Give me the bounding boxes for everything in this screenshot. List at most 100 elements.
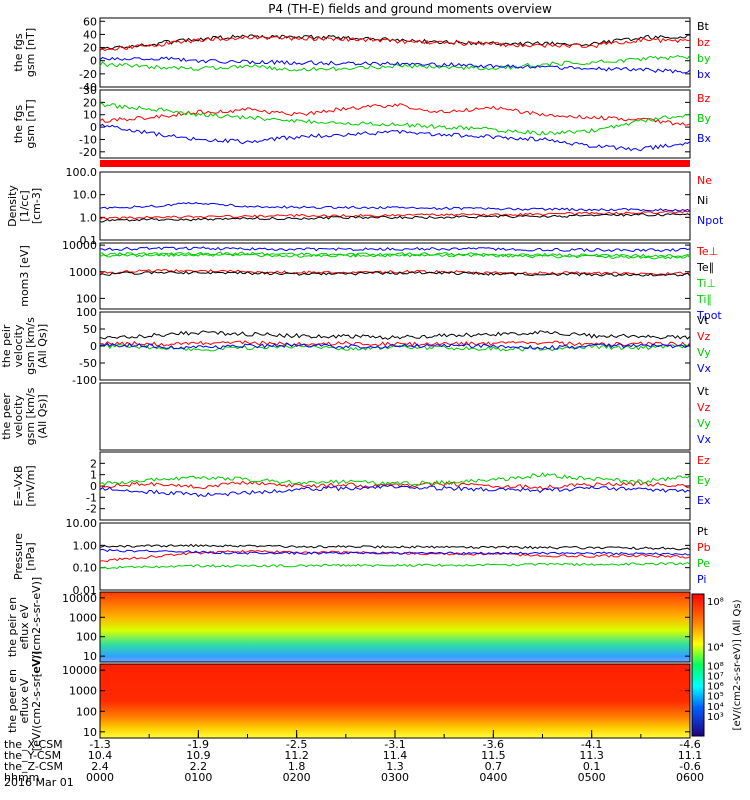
colorbar-tick-label: 10⁴ bbox=[707, 702, 724, 713]
series-line-Ne bbox=[99, 210, 691, 220]
y-tick-label: -2 bbox=[86, 503, 97, 516]
legend-bz: bz bbox=[697, 36, 710, 49]
panel-frame bbox=[99, 451, 691, 521]
y-tick-label: 100 bbox=[76, 306, 97, 319]
x-row-label: the_Y-CSM bbox=[4, 749, 61, 762]
legend-Bx: Bx bbox=[697, 132, 712, 145]
x-tick-label: -0.6 bbox=[679, 760, 700, 773]
y-axis-label: mom3 [eV] bbox=[18, 245, 31, 307]
panel-frame bbox=[99, 242, 691, 310]
legend-Ex: Ex bbox=[697, 494, 711, 507]
panel-efield: 210-1-2 E=-VxB[mV/m] Ez Ey Ex bbox=[12, 451, 711, 521]
legend-Vx: Vx bbox=[697, 433, 712, 446]
x-tick-label: 10.9 bbox=[186, 749, 211, 762]
panel-frame bbox=[99, 522, 691, 591]
x-tick-label: 0300 bbox=[381, 771, 409, 784]
flag-bar bbox=[100, 160, 690, 167]
series-line-Vt bbox=[99, 330, 691, 340]
colorbar-tick-label: 10³ bbox=[707, 712, 724, 723]
panel-frame bbox=[99, 17, 691, 88]
y-tick-label: 0 bbox=[90, 121, 97, 134]
series-line-Te∥ bbox=[99, 270, 691, 277]
y-tick-label: 100.0 bbox=[66, 166, 98, 179]
y-tick-label: 2 bbox=[90, 457, 97, 470]
y-tick-label: 1.00 bbox=[73, 539, 98, 552]
legend-By: By bbox=[697, 112, 712, 125]
y-tick-label: 0 bbox=[90, 55, 97, 68]
colorbar-tick-label: 10⁴ bbox=[707, 643, 724, 654]
y-tick-label: 10 bbox=[83, 650, 97, 663]
colorbar-label: [eV/(cm2-s-sr-eV)] (All Qs) bbox=[732, 599, 743, 730]
x-tick-label: -3.6 bbox=[483, 738, 504, 751]
panel-mom: 10000 1000 100 mom3 [eV] Te⊥ Te∥ Ti⊥ Ti∥ Tpot bbox=[18, 239, 722, 322]
y-tick-label: 50 bbox=[83, 323, 97, 336]
legend-bx: bx bbox=[697, 68, 711, 81]
x-tick-label: -4.1 bbox=[581, 738, 602, 751]
y-tick-label: 100 bbox=[76, 631, 97, 644]
spectrogram-peer_eflux: 10000 1000 100 10 the peer eneflux eV[eV/(cm… bbox=[6, 651, 691, 751]
x-tick-label: 11.5 bbox=[481, 749, 506, 762]
y-tick-label: -50 bbox=[79, 357, 97, 370]
panel-frame bbox=[99, 171, 691, 241]
legend-Vt: Vt bbox=[697, 314, 710, 327]
panel-peer: the peervelocitygsm [km/s(All Qs)] Vt Vz Vy… bbox=[0, 382, 712, 451]
y-axis-label: E=-VxB[mV/m] bbox=[12, 465, 37, 506]
series-line-Vx bbox=[99, 342, 691, 350]
x-tick-label: 11.2 bbox=[284, 749, 309, 762]
series-line-Bz bbox=[99, 103, 691, 126]
x-tick-label: 11.4 bbox=[383, 749, 408, 762]
legend-Npot: Npot bbox=[697, 214, 724, 227]
series-line-By bbox=[99, 102, 691, 136]
series-line-Pb bbox=[99, 549, 691, 563]
legend-Pt: Pt bbox=[697, 525, 709, 538]
x-tick-label: 0.1 bbox=[583, 760, 601, 773]
date-label: 2016 Mar 01 bbox=[4, 776, 74, 789]
y-tick-label: 0 bbox=[90, 340, 97, 353]
y-tick-label: -20 bbox=[79, 146, 97, 159]
x-row-label: the_X-CSM bbox=[4, 738, 63, 751]
series-line-Pt bbox=[99, 543, 691, 551]
colorbar-tick-label: 10⁵ bbox=[707, 692, 724, 703]
y-tick-label: 1000 bbox=[69, 611, 97, 624]
y-tick-label: 1.0 bbox=[80, 211, 98, 224]
y-tick-label: 0.10 bbox=[73, 562, 98, 575]
x-tick-label: 11.1 bbox=[678, 749, 703, 762]
y-tick-label: 0.1 bbox=[80, 234, 98, 247]
colorbar-tick-label: 10⁷ bbox=[707, 672, 724, 683]
legend-Vz: Vz bbox=[697, 401, 711, 414]
series-line-by bbox=[99, 54, 691, 72]
legend-Tpot: Tpot bbox=[696, 309, 722, 322]
series-line-Bx bbox=[99, 123, 691, 152]
spectrogram-frame bbox=[99, 591, 691, 663]
y-axis-label: the fgsgsm [nT] bbox=[12, 28, 37, 77]
y-axis-label: the peir eneflux eV[eV/(cm2-s-sr-eV)] bbox=[6, 577, 43, 677]
series-line-bz bbox=[99, 34, 691, 51]
y-axis-label: Density[1/cc][cm-3] bbox=[6, 185, 43, 227]
y-tick-label: -10 bbox=[79, 133, 97, 146]
legend-Te⊥: Te⊥ bbox=[696, 245, 718, 258]
y-tick-label: 30 bbox=[83, 84, 97, 97]
y-axis-label: the fgsgsm [nT] bbox=[12, 99, 37, 148]
panel-frame bbox=[99, 382, 691, 451]
colorbar-tick-label: 10⁸ bbox=[707, 661, 724, 672]
series-line-Ex bbox=[99, 484, 691, 498]
y-tick-label: 10 bbox=[83, 726, 97, 739]
y-tick-label: -20 bbox=[79, 68, 97, 81]
y-tick-label: 60 bbox=[83, 15, 97, 28]
series-line-Pe bbox=[99, 562, 691, 570]
x-tick-label: 10.4 bbox=[88, 749, 113, 762]
series-line-Npot bbox=[99, 202, 691, 212]
y-tick-label: 1000 bbox=[69, 685, 97, 698]
series-line-Ni bbox=[99, 213, 691, 223]
x-tick-label: 11.3 bbox=[579, 749, 604, 762]
x-tick-label: 0500 bbox=[578, 771, 606, 784]
y-axis-label: the peervelocitygsm [km/s(All Qs)] bbox=[0, 387, 49, 445]
y-axis-label: Pressure[nPa] bbox=[12, 533, 37, 580]
legend-Vy: Vy bbox=[697, 417, 711, 430]
x-tick-label: 0600 bbox=[676, 771, 704, 784]
